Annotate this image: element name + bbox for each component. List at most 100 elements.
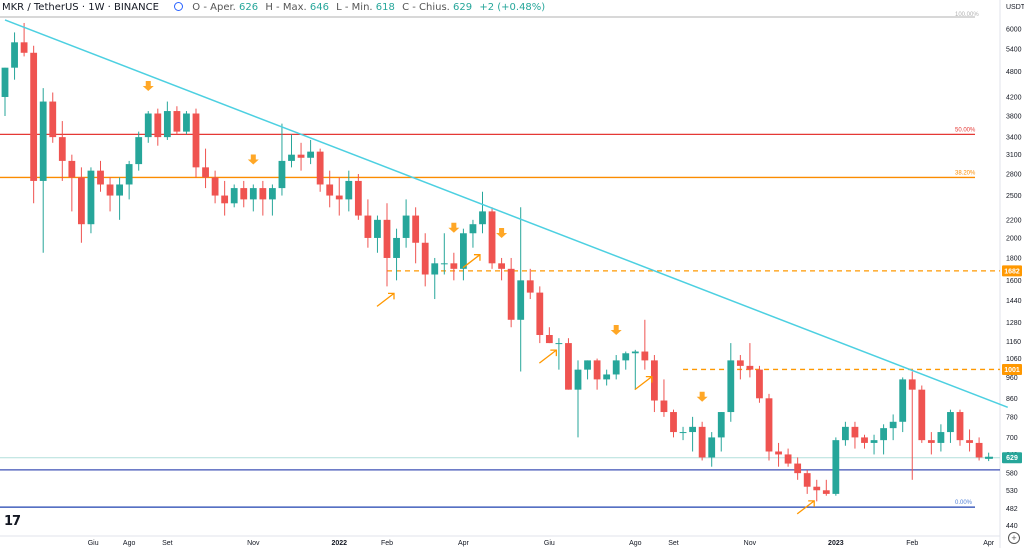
- trendline-layer: [4, 19, 1009, 409]
- candle-body: [97, 170, 104, 185]
- candle-body: [813, 486, 821, 491]
- low-value: 618: [375, 2, 395, 13]
- low-label: L - Min.: [336, 2, 373, 13]
- change-value: +2 (+0.48%): [479, 2, 546, 13]
- y-tick-label: 1600: [1006, 278, 1022, 285]
- fib-labels: 100.00% 50.00% 38.20% 0.00%: [955, 12, 979, 506]
- candle-body: [154, 113, 162, 138]
- fib-50-label: 50.00%: [955, 127, 976, 133]
- candle-body: [555, 343, 563, 345]
- candle-body: [975, 442, 983, 458]
- axis-currency-label: USDT: [1006, 4, 1024, 11]
- candle-body: [58, 137, 66, 161]
- candle-body: [135, 137, 143, 165]
- candle-body: [717, 412, 725, 438]
- y-tick-label: 2500: [1006, 193, 1022, 200]
- candle-body: [651, 360, 658, 401]
- candle-body: [20, 42, 28, 53]
- visibility-icon[interactable]: [174, 2, 184, 11]
- candle-body: [345, 180, 353, 200]
- x-tick-label: Nov: [247, 540, 260, 547]
- candle-body: [765, 398, 773, 452]
- candle-body: [660, 400, 668, 413]
- up-arrow-icon: [376, 292, 395, 307]
- candle-body: [412, 215, 420, 243]
- time-axis: Giu Ago Set Nov 2022 Feb Apr Giu Ago Set Nov 2023 Fe…: [88, 540, 995, 547]
- timeframe-label[interactable]: 1W: [88, 2, 105, 13]
- candle-body: [727, 360, 735, 413]
- x-tick-label: Apr: [983, 540, 995, 547]
- candle-body: [603, 374, 611, 380]
- candle-body: [421, 242, 429, 275]
- x-tick-label: Ago: [123, 540, 136, 547]
- candle-body: [221, 195, 229, 204]
- x-tick-label: Ago: [629, 540, 642, 547]
- candle-body: [498, 263, 505, 269]
- down-arrow-icon: [610, 325, 622, 336]
- candle-body: [192, 113, 200, 168]
- x-tick-label: Feb: [381, 540, 393, 547]
- candle-body: [288, 154, 295, 161]
- candle-body: [173, 111, 181, 132]
- candle-body: [756, 369, 763, 399]
- up-arrow-head-icon: [808, 500, 815, 507]
- candle-body: [736, 360, 744, 366]
- candle-body: [937, 432, 945, 443]
- candle-body: [479, 211, 486, 225]
- candle-body: [249, 188, 257, 200]
- up-arrow-head-icon: [388, 292, 395, 300]
- down-arrow-icon: [696, 391, 708, 402]
- settings-icon[interactable]: +: [1008, 532, 1020, 544]
- candle-body: [163, 111, 171, 138]
- candle-body: [460, 233, 467, 269]
- y-tick-label: 960: [1006, 375, 1018, 382]
- high-value: 646: [309, 2, 329, 13]
- candle-body: [746, 365, 754, 370]
- candle-body: [202, 167, 209, 178]
- horizontal-levels: [0, 16, 1000, 508]
- price-badge-label: 629: [1006, 455, 1018, 462]
- candle-body: [431, 263, 439, 275]
- candle-body: [612, 360, 620, 375]
- last-price-marker: [985, 456, 993, 459]
- candle-body: [565, 343, 572, 390]
- up-arrow-icon: [634, 376, 653, 391]
- y-tick-label: 1280: [1006, 320, 1022, 327]
- candle-body: [106, 184, 114, 196]
- candle-body: [30, 52, 38, 181]
- up-arrow-icon: [462, 254, 481, 269]
- y-tick-label: 1800: [1006, 255, 1022, 262]
- y-tick-label: 440: [1006, 523, 1018, 530]
- candle-body: [450, 263, 458, 269]
- up-arrow-head-icon: [473, 254, 481, 261]
- candle-body: [335, 195, 343, 200]
- candlestick-series: [1, 22, 993, 502]
- down-arrow-icon: [142, 81, 154, 92]
- up-arrow-icon: [538, 349, 557, 364]
- candle-body: [440, 263, 448, 265]
- candle-body: [326, 184, 334, 196]
- symbol-label[interactable]: MKR: [2, 2, 25, 13]
- x-tick-label: Giu: [88, 540, 99, 547]
- x-tick-label: 2023: [828, 540, 844, 547]
- y-tick-label: 6000: [1006, 27, 1022, 34]
- candle-body: [211, 177, 219, 196]
- candle-body: [908, 379, 916, 390]
- high-label: H - Max.: [265, 2, 307, 13]
- candle-body: [689, 426, 696, 433]
- candle-body: [708, 437, 716, 458]
- candle-body: [794, 463, 802, 474]
- candle-body: [889, 421, 897, 429]
- candle-body: [584, 360, 591, 370]
- tradingview-logo-icon[interactable]: 17: [4, 514, 21, 529]
- candle-body: [402, 215, 410, 238]
- candle-body: [125, 164, 133, 185]
- candle-body: [354, 180, 362, 216]
- fib-0-label: 0.00%: [955, 500, 973, 506]
- candle-body: [144, 113, 152, 138]
- close-value: 629: [453, 2, 473, 13]
- down-arrow-icon: [448, 222, 460, 233]
- candle-body: [679, 432, 687, 434]
- pair-label[interactable]: TetherUS: [33, 2, 79, 13]
